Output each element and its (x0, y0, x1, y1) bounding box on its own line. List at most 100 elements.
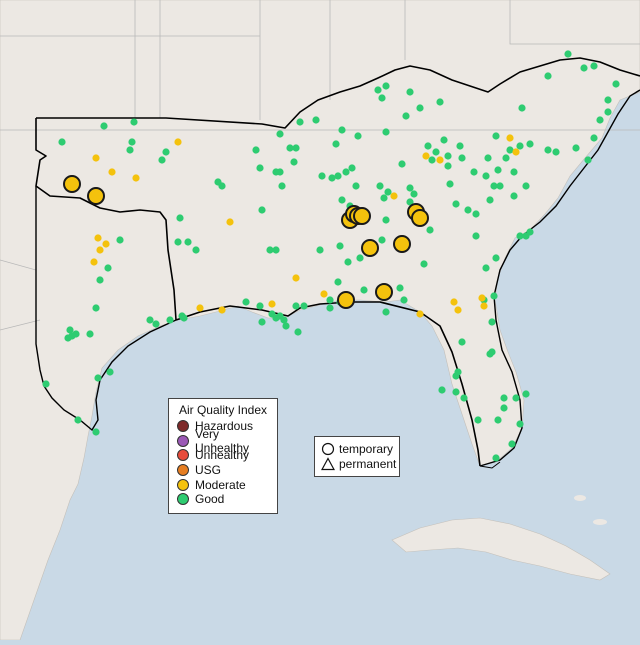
site-marker-moderate[interactable] (450, 298, 458, 306)
site-marker-good[interactable] (458, 338, 466, 346)
site-marker-good[interactable] (342, 168, 350, 176)
site-marker-good[interactable] (166, 316, 174, 324)
site-marker-good[interactable] (286, 144, 294, 152)
site-marker-good[interactable] (66, 326, 74, 334)
site-marker-moderate-large[interactable] (375, 283, 393, 301)
site-marker-good[interactable] (126, 146, 134, 154)
site-marker-moderate[interactable] (320, 290, 328, 298)
site-marker-good[interactable] (522, 182, 530, 190)
site-marker-good[interactable] (496, 182, 504, 190)
site-marker-good[interactable] (444, 152, 452, 160)
site-marker-good[interactable] (318, 172, 326, 180)
site-marker-good[interactable] (492, 454, 500, 462)
site-marker-moderate[interactable] (506, 134, 514, 142)
site-marker-good[interactable] (116, 236, 124, 244)
site-marker-good[interactable] (410, 190, 418, 198)
site-marker-good[interactable] (426, 226, 434, 234)
site-marker-good[interactable] (492, 132, 500, 140)
site-marker-good[interactable] (472, 210, 480, 218)
site-marker-good[interactable] (328, 174, 336, 182)
site-marker-good[interactable] (276, 130, 284, 138)
site-marker-good[interactable] (580, 64, 588, 72)
site-marker-good[interactable] (376, 182, 384, 190)
site-marker-good[interactable] (192, 246, 200, 254)
site-marker-moderate[interactable] (108, 168, 116, 176)
site-marker-good[interactable] (74, 416, 82, 424)
site-marker-good[interactable] (590, 62, 598, 70)
site-marker-good[interactable] (510, 168, 518, 176)
site-marker-good[interactable] (502, 154, 510, 162)
site-marker-good[interactable] (130, 118, 138, 126)
site-marker-good[interactable] (486, 196, 494, 204)
site-marker-good[interactable] (92, 304, 100, 312)
site-marker-good[interactable] (58, 138, 66, 146)
site-marker-good[interactable] (464, 206, 472, 214)
site-marker-good[interactable] (100, 122, 108, 130)
site-marker-good[interactable] (506, 146, 514, 154)
site-marker-good[interactable] (472, 232, 480, 240)
site-marker-good[interactable] (162, 148, 170, 156)
site-marker-moderate-large[interactable] (393, 235, 411, 253)
site-marker-good[interactable] (416, 104, 424, 112)
site-marker-good[interactable] (436, 98, 444, 106)
site-marker-good[interactable] (174, 238, 182, 246)
site-marker-good[interactable] (258, 206, 266, 214)
site-marker-good[interactable] (294, 328, 302, 336)
site-marker-good[interactable] (296, 118, 304, 126)
site-marker-good[interactable] (256, 164, 264, 172)
site-marker-good[interactable] (332, 140, 340, 148)
site-marker-good[interactable] (300, 302, 308, 310)
site-marker-good[interactable] (128, 138, 136, 146)
site-marker-good[interactable] (282, 322, 290, 330)
site-marker-moderate[interactable] (390, 192, 398, 200)
site-marker-moderate-large[interactable] (411, 209, 429, 227)
site-marker-good[interactable] (474, 416, 482, 424)
site-marker-moderate[interactable] (102, 240, 110, 248)
site-marker-good[interactable] (356, 254, 364, 262)
site-marker-good[interactable] (500, 394, 508, 402)
site-marker-good[interactable] (482, 264, 490, 272)
site-marker-good[interactable] (326, 296, 334, 304)
site-marker-good[interactable] (292, 302, 300, 310)
site-marker-good[interactable] (526, 140, 534, 148)
site-marker-moderate[interactable] (92, 154, 100, 162)
site-marker-good[interactable] (486, 350, 494, 358)
site-marker-good[interactable] (604, 96, 612, 104)
site-marker-good[interactable] (516, 232, 524, 240)
site-marker-good[interactable] (406, 198, 414, 206)
site-marker-good[interactable] (584, 156, 592, 164)
site-marker-good[interactable] (494, 166, 502, 174)
site-marker-good[interactable] (382, 128, 390, 136)
site-marker-good[interactable] (452, 200, 460, 208)
site-marker-good[interactable] (432, 148, 440, 156)
site-marker-good[interactable] (94, 374, 102, 382)
site-marker-moderate-large[interactable] (361, 239, 379, 257)
site-marker-moderate[interactable] (226, 218, 234, 226)
site-marker-moderate[interactable] (90, 258, 98, 266)
site-marker-moderate[interactable] (478, 294, 486, 302)
site-marker-good[interactable] (508, 440, 516, 448)
site-marker-good[interactable] (482, 172, 490, 180)
site-marker-good[interactable] (64, 334, 72, 342)
site-marker-good[interactable] (382, 216, 390, 224)
site-marker-good[interactable] (380, 194, 388, 202)
site-marker-good[interactable] (406, 88, 414, 96)
site-marker-good[interactable] (280, 316, 288, 324)
site-marker-good[interactable] (516, 420, 524, 428)
site-marker-good[interactable] (500, 404, 508, 412)
site-marker-good[interactable] (420, 260, 428, 268)
site-marker-moderate[interactable] (416, 310, 424, 318)
site-marker-good[interactable] (544, 72, 552, 80)
site-marker-good[interactable] (552, 148, 560, 156)
site-marker-good[interactable] (176, 214, 184, 222)
site-marker-good[interactable] (326, 304, 334, 312)
site-marker-good[interactable] (384, 188, 392, 196)
site-marker-good[interactable] (104, 264, 112, 272)
site-marker-good[interactable] (158, 156, 166, 164)
site-marker-good[interactable] (452, 388, 460, 396)
site-marker-good[interactable] (378, 236, 386, 244)
site-marker-moderate[interactable] (218, 306, 226, 314)
site-marker-moderate-large[interactable] (337, 291, 355, 309)
site-marker-good[interactable] (86, 330, 94, 338)
